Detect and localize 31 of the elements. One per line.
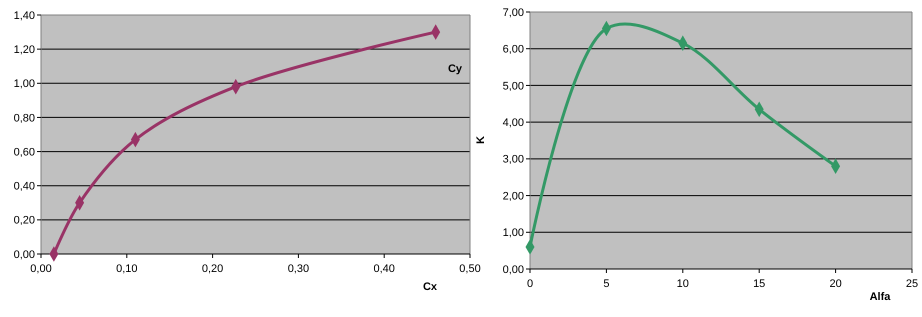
x-axis-title: Alfa: [870, 291, 892, 303]
x-tick-label: 0,30: [288, 263, 310, 275]
x-tick-label: 0: [526, 278, 534, 290]
x-tick-label: 25: [906, 278, 918, 290]
y-tick-label: 0,20: [14, 214, 35, 227]
x-tick-label: 0,00: [30, 263, 52, 275]
y-tick-label: 0,40: [14, 180, 35, 193]
y-axis-title: Cy: [448, 63, 463, 75]
y-tick-label: 5,00: [502, 80, 524, 92]
y-tick-label: 6,00: [502, 44, 524, 56]
y-tick-label: 1,20: [14, 44, 35, 56]
y-tick-label: 1,40: [14, 10, 35, 22]
x-tick-label: 15: [753, 278, 766, 290]
y-tick-label: 4,00: [502, 116, 524, 129]
y-tick-label: 1,00: [14, 78, 35, 90]
x-tick-label: 10: [676, 278, 689, 290]
y-tick-label: 0,80: [14, 112, 35, 124]
x-axis-title: Cx: [422, 281, 438, 293]
x-tick-label: 0,20: [202, 263, 224, 275]
y-axis-title: K: [475, 136, 487, 144]
x-tick-label: 5: [603, 278, 610, 290]
y-tick-label: 0,60: [14, 146, 35, 158]
x-tick-label: 0,50: [459, 263, 481, 275]
x-tick-label: 0,40: [373, 263, 395, 275]
y-tick-label: 2,00: [502, 190, 524, 202]
x-tick-label: 0,10: [116, 263, 138, 275]
x-tick-label: 20: [829, 278, 842, 290]
y-tick-label: 3,00: [502, 154, 524, 166]
y-tick-label: 1,00: [502, 227, 524, 240]
y-tick-label: 7,00: [502, 6, 524, 19]
y-tick-label: 0,00: [14, 248, 35, 261]
